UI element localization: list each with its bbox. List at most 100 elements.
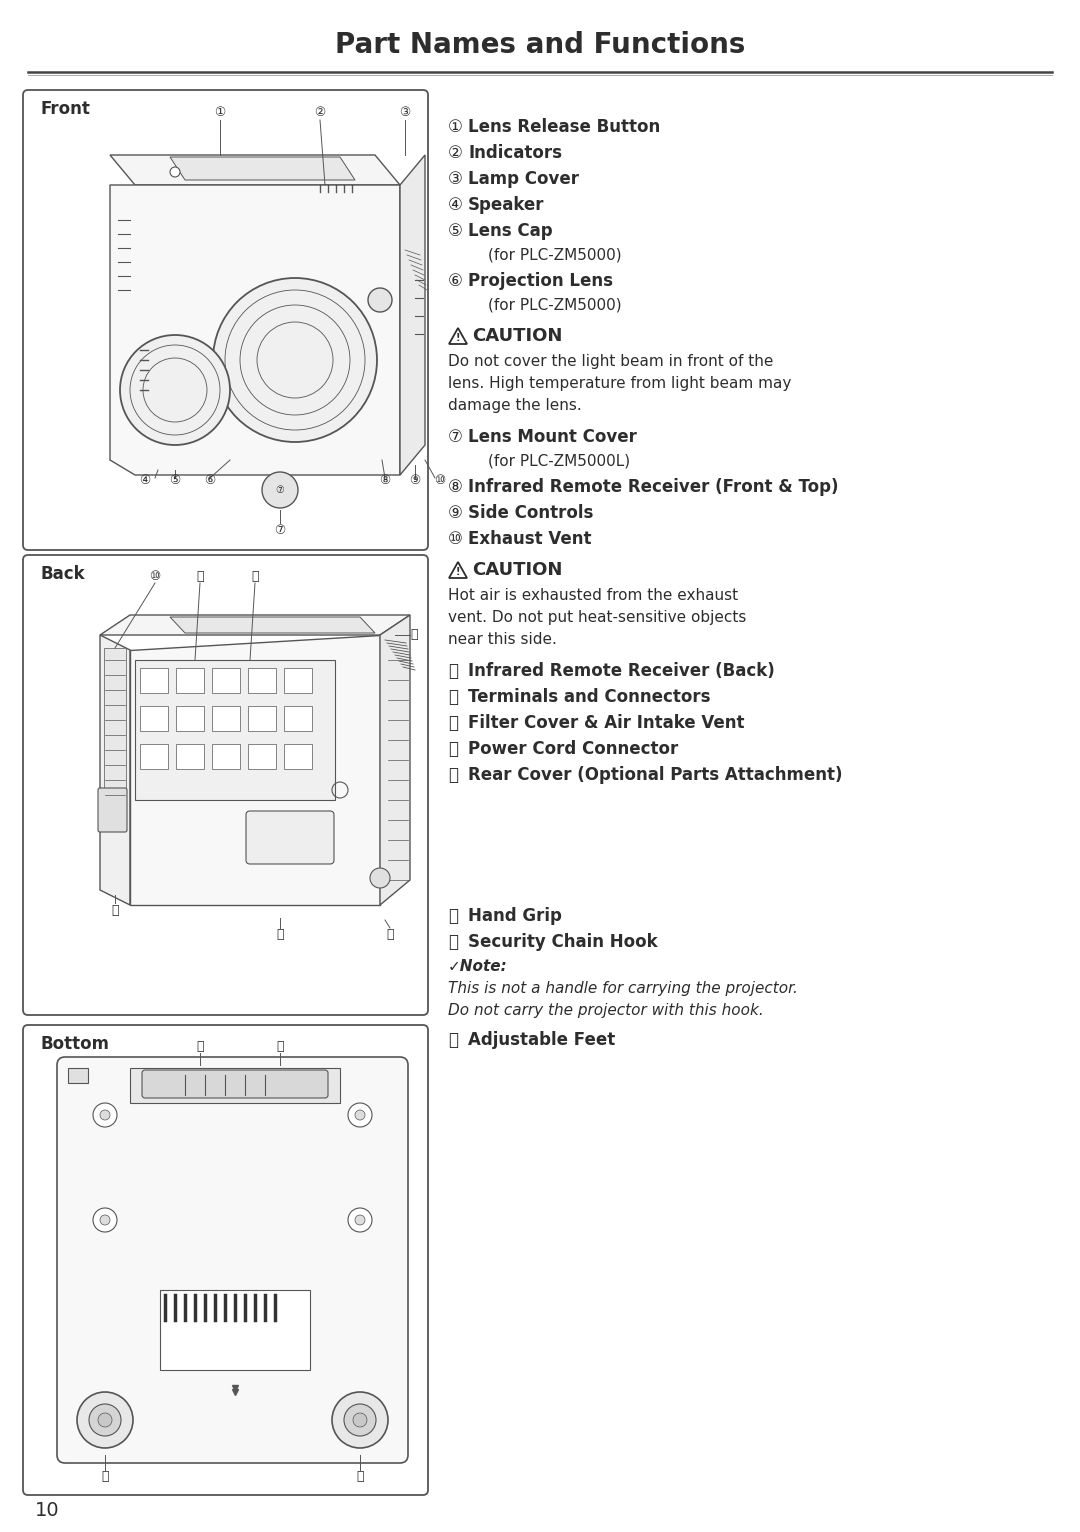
Text: Part Names and Functions: Part Names and Functions xyxy=(335,31,745,60)
Text: ⑯: ⑯ xyxy=(197,1040,204,1052)
Circle shape xyxy=(120,336,230,444)
Bar xyxy=(284,745,312,769)
Text: (for PLC-ZM5000): (for PLC-ZM5000) xyxy=(488,299,622,313)
Bar xyxy=(135,660,335,800)
Text: Bottom: Bottom xyxy=(40,1036,109,1052)
Text: CAUTION: CAUTION xyxy=(472,326,563,345)
Circle shape xyxy=(77,1393,133,1448)
Text: ⑭: ⑭ xyxy=(448,740,458,758)
Circle shape xyxy=(93,1209,117,1232)
Bar xyxy=(104,648,126,827)
Text: Exhaust Vent: Exhaust Vent xyxy=(468,530,592,548)
Text: ④: ④ xyxy=(139,473,150,487)
Text: Side Controls: Side Controls xyxy=(468,504,593,522)
Text: Filter Cover & Air Intake Vent: Filter Cover & Air Intake Vent xyxy=(468,714,744,732)
Text: ①: ① xyxy=(214,107,226,119)
Text: ✓Note:: ✓Note: xyxy=(448,959,508,974)
Text: damage the lens.: damage the lens. xyxy=(448,398,582,414)
Text: Indicators: Indicators xyxy=(468,144,562,162)
Text: Hand Grip: Hand Grip xyxy=(468,907,562,925)
Circle shape xyxy=(100,1215,110,1226)
Text: ⑥: ⑥ xyxy=(204,473,216,487)
Circle shape xyxy=(93,1103,117,1128)
Text: Infrared Remote Receiver (Back): Infrared Remote Receiver (Back) xyxy=(468,662,774,680)
Circle shape xyxy=(353,1413,367,1426)
FancyBboxPatch shape xyxy=(141,1069,328,1098)
Bar xyxy=(130,1068,340,1103)
Text: ⑱: ⑱ xyxy=(448,1031,458,1049)
Text: lens. High temperature from light beam may: lens. High temperature from light beam m… xyxy=(448,375,792,391)
Circle shape xyxy=(355,1215,365,1226)
Text: ⑩: ⑩ xyxy=(434,473,446,487)
FancyBboxPatch shape xyxy=(246,810,334,864)
Text: !: ! xyxy=(456,334,460,343)
Text: ⑰: ⑰ xyxy=(387,928,394,942)
Text: ⑰: ⑰ xyxy=(276,1040,284,1052)
Text: ⑮: ⑮ xyxy=(276,928,284,942)
Text: ⑬: ⑬ xyxy=(410,628,418,642)
Text: Power Cord Connector: Power Cord Connector xyxy=(468,740,678,758)
Text: ⑨: ⑨ xyxy=(448,504,463,522)
FancyBboxPatch shape xyxy=(23,90,428,550)
Text: Terminals and Connectors: Terminals and Connectors xyxy=(468,688,711,706)
Text: ②: ② xyxy=(448,144,463,162)
Circle shape xyxy=(213,277,377,443)
Circle shape xyxy=(98,1413,112,1426)
Text: Security Chain Hook: Security Chain Hook xyxy=(468,933,658,951)
Text: ⑭: ⑭ xyxy=(111,904,119,916)
Text: ⑰: ⑰ xyxy=(448,933,458,951)
Polygon shape xyxy=(170,156,355,179)
Bar xyxy=(284,668,312,692)
Circle shape xyxy=(332,1393,388,1448)
Text: Back: Back xyxy=(40,565,84,584)
Text: Lens Release Button: Lens Release Button xyxy=(468,118,660,136)
Text: ⑦: ⑦ xyxy=(448,427,463,446)
Circle shape xyxy=(370,869,390,889)
Text: ⑮: ⑮ xyxy=(448,766,458,784)
Circle shape xyxy=(348,1209,372,1232)
Polygon shape xyxy=(130,634,380,905)
Polygon shape xyxy=(400,155,426,475)
Text: ⑱: ⑱ xyxy=(102,1471,109,1483)
Text: ⑧: ⑧ xyxy=(379,473,391,487)
Text: 10: 10 xyxy=(35,1500,59,1520)
Text: ⑤: ⑤ xyxy=(170,473,180,487)
Bar xyxy=(248,706,276,731)
Text: ③: ③ xyxy=(400,107,410,119)
Circle shape xyxy=(100,1111,110,1120)
Bar xyxy=(212,745,240,769)
Bar xyxy=(176,668,204,692)
Polygon shape xyxy=(380,614,410,905)
Text: vent. Do not put heat-sensitive objects: vent. Do not put heat-sensitive objects xyxy=(448,610,746,625)
Text: Front: Front xyxy=(40,100,90,118)
Bar xyxy=(160,1290,310,1370)
Circle shape xyxy=(262,472,298,509)
Text: Do not cover the light beam in front of the: Do not cover the light beam in front of … xyxy=(448,354,773,369)
Circle shape xyxy=(345,1403,376,1435)
Text: ②: ② xyxy=(314,107,326,119)
Bar xyxy=(212,706,240,731)
Circle shape xyxy=(368,288,392,313)
Circle shape xyxy=(355,1111,365,1120)
Text: ③: ③ xyxy=(448,170,463,188)
Text: Lens Cap: Lens Cap xyxy=(468,222,553,241)
Text: ④: ④ xyxy=(448,196,463,214)
FancyBboxPatch shape xyxy=(57,1057,408,1463)
Bar xyxy=(284,706,312,731)
Text: ⑩: ⑩ xyxy=(448,530,463,548)
Polygon shape xyxy=(170,617,375,633)
Bar xyxy=(212,668,240,692)
Bar xyxy=(140,745,168,769)
Text: ⑤: ⑤ xyxy=(448,222,463,241)
Polygon shape xyxy=(110,155,400,185)
Polygon shape xyxy=(100,614,410,634)
Text: Infrared Remote Receiver (Front & Top): Infrared Remote Receiver (Front & Top) xyxy=(468,478,838,496)
Text: !: ! xyxy=(456,567,460,578)
Text: (for PLC-ZM5000): (for PLC-ZM5000) xyxy=(488,248,622,264)
Text: ⑪: ⑪ xyxy=(448,662,458,680)
Bar xyxy=(248,745,276,769)
Bar xyxy=(176,706,204,731)
Text: ⑪: ⑪ xyxy=(197,570,204,582)
FancyBboxPatch shape xyxy=(23,555,428,1016)
Text: CAUTION: CAUTION xyxy=(472,561,563,579)
